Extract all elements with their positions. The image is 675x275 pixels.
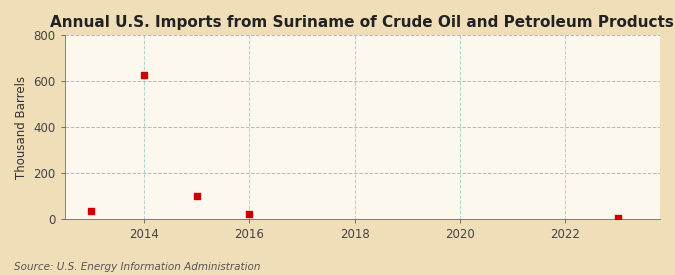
Point [138, 73, 149, 78]
Title: Annual U.S. Imports from Suriname of Crude Oil and Petroleum Products: Annual U.S. Imports from Suriname of Cru… [51, 15, 674, 30]
Y-axis label: Thousand Barrels: Thousand Barrels [15, 75, 28, 178]
Point [86, 208, 97, 213]
Point [612, 215, 623, 220]
Text: Source: U.S. Energy Information Administration: Source: U.S. Energy Information Administ… [14, 262, 260, 272]
Point [244, 211, 254, 216]
Point [191, 194, 202, 198]
